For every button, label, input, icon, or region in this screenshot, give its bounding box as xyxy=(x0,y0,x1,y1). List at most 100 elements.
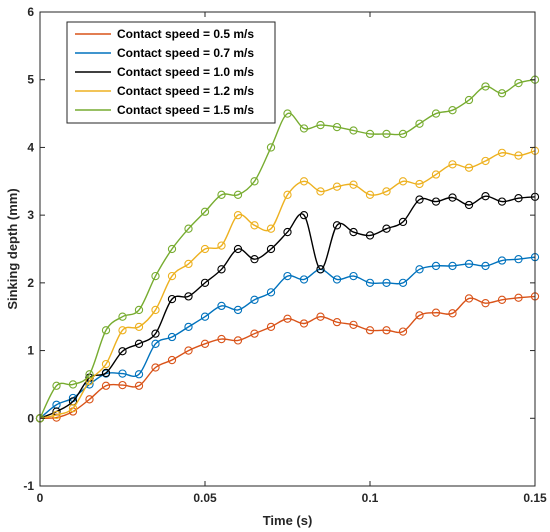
data-point xyxy=(398,327,408,336)
data-point xyxy=(365,190,375,199)
data-point xyxy=(151,363,160,372)
y-tick-label: 0 xyxy=(27,411,34,425)
data-point xyxy=(481,192,490,201)
data-point xyxy=(151,305,160,315)
series-3 xyxy=(35,146,540,423)
y-tick-label: 6 xyxy=(27,5,34,19)
data-point xyxy=(167,355,177,365)
y-tick-label: -1 xyxy=(23,479,34,493)
data-point xyxy=(415,179,424,189)
x-tick-label: 0.05 xyxy=(193,491,217,505)
data-point xyxy=(85,370,94,379)
data-point xyxy=(184,259,193,269)
data-point xyxy=(514,78,523,88)
data-point xyxy=(283,109,292,118)
data-point xyxy=(151,271,160,281)
data-point xyxy=(250,177,259,186)
data-point xyxy=(514,194,523,203)
data-point xyxy=(101,381,111,390)
data-point xyxy=(464,163,474,172)
legend-label: Contact speed = 0.7 m/s xyxy=(117,46,254,60)
y-tick-label: 4 xyxy=(27,140,34,154)
data-point xyxy=(332,182,342,191)
data-point xyxy=(316,187,325,196)
data-point xyxy=(497,148,507,157)
data-point xyxy=(481,299,490,308)
data-point xyxy=(497,256,507,265)
data-point xyxy=(52,381,61,390)
data-point xyxy=(266,143,276,152)
data-point xyxy=(514,151,523,160)
x-axis-label: Time (s) xyxy=(263,513,313,528)
data-point xyxy=(217,334,226,344)
data-point xyxy=(299,124,309,133)
data-point xyxy=(184,224,193,233)
data-point xyxy=(431,170,441,179)
data-point xyxy=(481,156,490,166)
series-line xyxy=(39,150,536,419)
data-point xyxy=(233,210,243,220)
data-point xyxy=(266,322,276,332)
data-point xyxy=(481,261,490,271)
data-point xyxy=(200,207,210,216)
data-point xyxy=(398,129,408,139)
data-point xyxy=(217,190,226,199)
data-point xyxy=(415,119,424,128)
data-point xyxy=(134,322,144,332)
data-point xyxy=(299,319,309,328)
data-point xyxy=(382,187,391,196)
data-point xyxy=(464,200,474,210)
data-point xyxy=(382,129,391,139)
data-point xyxy=(349,180,358,189)
data-point xyxy=(398,278,408,288)
data-point xyxy=(200,312,210,321)
data-point xyxy=(316,120,325,130)
legend-entry: Contact speed = 1.2 m/s xyxy=(75,84,254,98)
data-point xyxy=(431,261,441,271)
data-point xyxy=(283,190,292,199)
data-point xyxy=(316,312,325,321)
data-point xyxy=(382,326,391,335)
data-point xyxy=(134,381,144,390)
data-point xyxy=(52,413,61,422)
x-tick-label: 0.15 xyxy=(523,491,547,505)
data-point xyxy=(365,129,375,139)
y-tick-label: 1 xyxy=(27,344,34,358)
data-point xyxy=(349,271,358,281)
data-point xyxy=(497,295,507,304)
data-point xyxy=(464,95,474,105)
data-point xyxy=(481,82,490,91)
data-point xyxy=(299,275,309,284)
data-point xyxy=(283,227,292,237)
data-point xyxy=(101,359,111,369)
legend-label: Contact speed = 1.5 m/s xyxy=(117,103,254,117)
data-point xyxy=(448,160,457,169)
data-point xyxy=(233,244,243,254)
legend-label: Contact speed = 1.0 m/s xyxy=(117,65,254,79)
data-point xyxy=(514,255,523,264)
data-point xyxy=(101,368,111,378)
data-point xyxy=(167,294,177,304)
data-point xyxy=(382,278,391,288)
data-point xyxy=(101,326,111,335)
y-tick-label: 3 xyxy=(27,208,34,222)
data-point xyxy=(217,241,226,250)
data-point xyxy=(151,329,160,338)
data-point xyxy=(167,244,177,254)
data-point xyxy=(448,106,457,115)
data-point xyxy=(365,231,375,240)
data-point xyxy=(68,403,78,413)
series-line xyxy=(39,295,536,420)
data-point xyxy=(415,311,424,320)
data-point xyxy=(283,271,292,281)
data-point xyxy=(283,314,292,323)
data-point xyxy=(250,295,259,304)
data-point xyxy=(250,329,259,338)
data-point xyxy=(497,89,507,98)
data-point xyxy=(448,193,457,202)
legend: Contact speed = 0.5 m/s Contact speed = 0… xyxy=(66,21,276,124)
data-point xyxy=(415,265,424,274)
axes-box xyxy=(39,11,536,487)
